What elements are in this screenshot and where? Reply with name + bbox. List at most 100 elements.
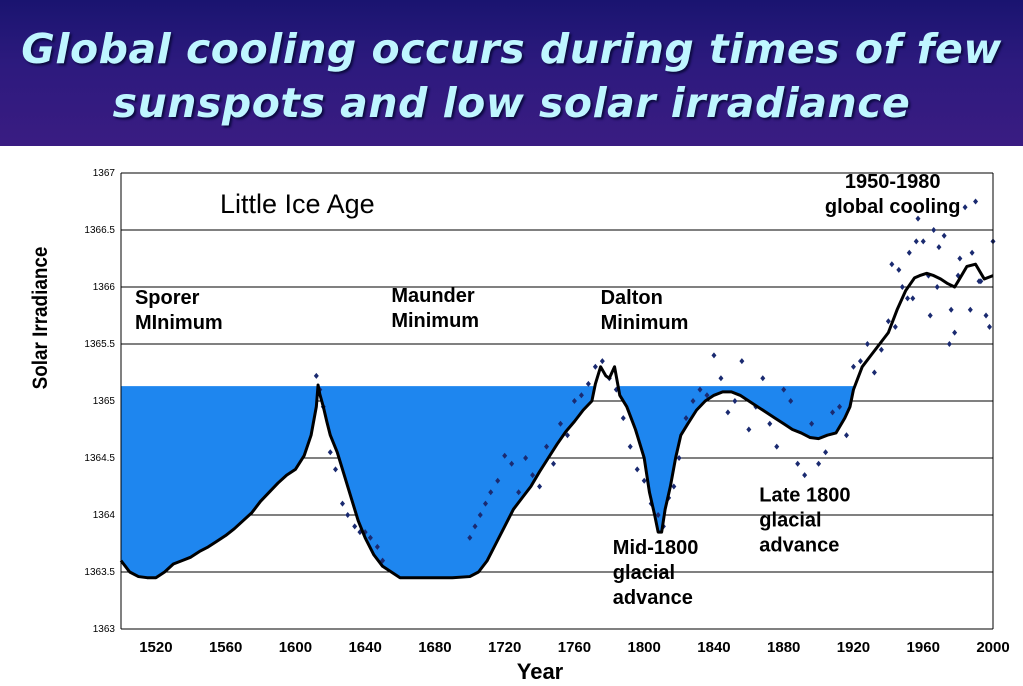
data-point: [333, 466, 339, 473]
x-tick-label: 1600: [279, 639, 312, 656]
chart-title: Little Ice Age: [220, 189, 375, 219]
annotation-line: Minimum: [391, 310, 479, 332]
data-point: [725, 409, 731, 416]
data-point: [477, 512, 483, 518]
irradiance-curve: [119, 262, 994, 580]
chart-labels: Little Ice Age Year Solar Irradiance: [29, 189, 564, 684]
data-point: [857, 358, 863, 365]
data-point: [788, 398, 794, 404]
data-point: [913, 238, 919, 245]
data-point: [910, 295, 916, 302]
data-point: [655, 512, 661, 518]
data-point: [509, 460, 515, 467]
annotation-line: Minimum: [601, 312, 689, 334]
x-axis-title: Year: [517, 659, 564, 682]
data-point: [983, 312, 989, 319]
y-tick-label: 1365.5: [84, 339, 115, 350]
data-point: [957, 255, 963, 262]
annotations: Sporer MInimum Maunder Minimum Dalton Minimum…: [135, 171, 960, 609]
data-point: [844, 432, 850, 439]
data-point: [357, 529, 363, 536]
data-point: [718, 375, 724, 382]
x-tick-label: 1920: [837, 639, 870, 656]
data-point: [864, 341, 870, 347]
data-point: [345, 512, 351, 518]
annotation-line: Maunder: [391, 285, 475, 307]
data-point: [472, 523, 478, 530]
data-point: [781, 386, 787, 393]
data-point: [871, 369, 877, 376]
data-point: [952, 329, 958, 336]
annotation-line: Sporer: [135, 287, 200, 309]
data-point: [899, 284, 905, 290]
annotation-line: advance: [613, 587, 693, 609]
slide-title: Global cooling occurs during times of fe…: [0, 22, 1023, 130]
data-point: [627, 443, 633, 450]
data-point: [816, 460, 822, 467]
x-tick-label: 1720: [488, 639, 521, 656]
annotation-line: Late 1800: [759, 484, 850, 506]
annotation-line: MInimum: [135, 312, 223, 334]
data-point: [551, 460, 557, 467]
data-point: [936, 244, 942, 251]
slide-title-line-1: Global cooling occurs during times of fe…: [21, 25, 1002, 73]
data-point: [830, 409, 836, 416]
x-tick-label: 1520: [139, 639, 172, 656]
data-point: [809, 420, 815, 427]
data-point: [823, 449, 829, 456]
annotation: Mid-1800 glacial advance: [613, 537, 699, 609]
data-point: [571, 398, 577, 404]
data-point: [641, 477, 647, 484]
data-point: [671, 483, 677, 490]
data-point: [620, 415, 626, 422]
y-tick-label: 1366: [93, 282, 116, 293]
data-point: [920, 238, 926, 245]
data-point: [962, 204, 968, 211]
annotation-line: glacial: [759, 509, 821, 531]
data-point: [795, 460, 801, 467]
minimum-fill-area: [121, 386, 318, 578]
minimum-fill-area: [318, 386, 595, 578]
data-point: [339, 500, 345, 507]
data-point: [488, 489, 494, 496]
slide-title-line-2: sunspots and low solar irradiance: [112, 79, 911, 127]
y-tick-label: 1366.5: [84, 225, 115, 236]
data-point: [585, 380, 591, 387]
data-point: [885, 318, 891, 325]
y-tick-label: 1364.5: [84, 453, 115, 464]
data-point: [578, 392, 584, 399]
x-tick-label: 1760: [558, 639, 591, 656]
data-point: [948, 306, 954, 313]
data-point: [746, 426, 752, 433]
data-point: [467, 534, 473, 541]
data-point: [634, 466, 640, 473]
irradiance-line: [119, 262, 994, 580]
data-point: [592, 363, 598, 370]
data-point: [905, 295, 911, 302]
chart-container: 1363 1363.5 1364 1364.5 1365 1365.5 1366 1366.5…: [0, 146, 1023, 684]
data-point: [557, 420, 563, 427]
data-point: [599, 358, 605, 365]
data-point: [878, 346, 884, 353]
annotation-line: global cooling: [825, 196, 961, 218]
annotation-line: advance: [759, 534, 839, 556]
data-point: [896, 266, 902, 273]
data-point: [967, 306, 973, 313]
data-point: [802, 472, 808, 479]
y-tick-label: 1363.5: [84, 567, 115, 578]
data-point: [973, 198, 979, 205]
data-point: [732, 398, 738, 404]
data-point: [313, 372, 319, 379]
data-point: [352, 523, 358, 530]
x-tick-label: 1960: [907, 639, 940, 656]
data-point: [978, 278, 984, 285]
data-point: [530, 472, 536, 479]
y-tick-label: 1363: [93, 624, 116, 635]
data-point: [495, 477, 501, 484]
data-point: [690, 398, 696, 404]
annotation: Maunder Minimum: [391, 285, 479, 332]
y-tick-label: 1364: [93, 510, 116, 521]
data-point: [927, 312, 933, 319]
data-point: [704, 392, 710, 399]
data-point: [850, 363, 856, 370]
